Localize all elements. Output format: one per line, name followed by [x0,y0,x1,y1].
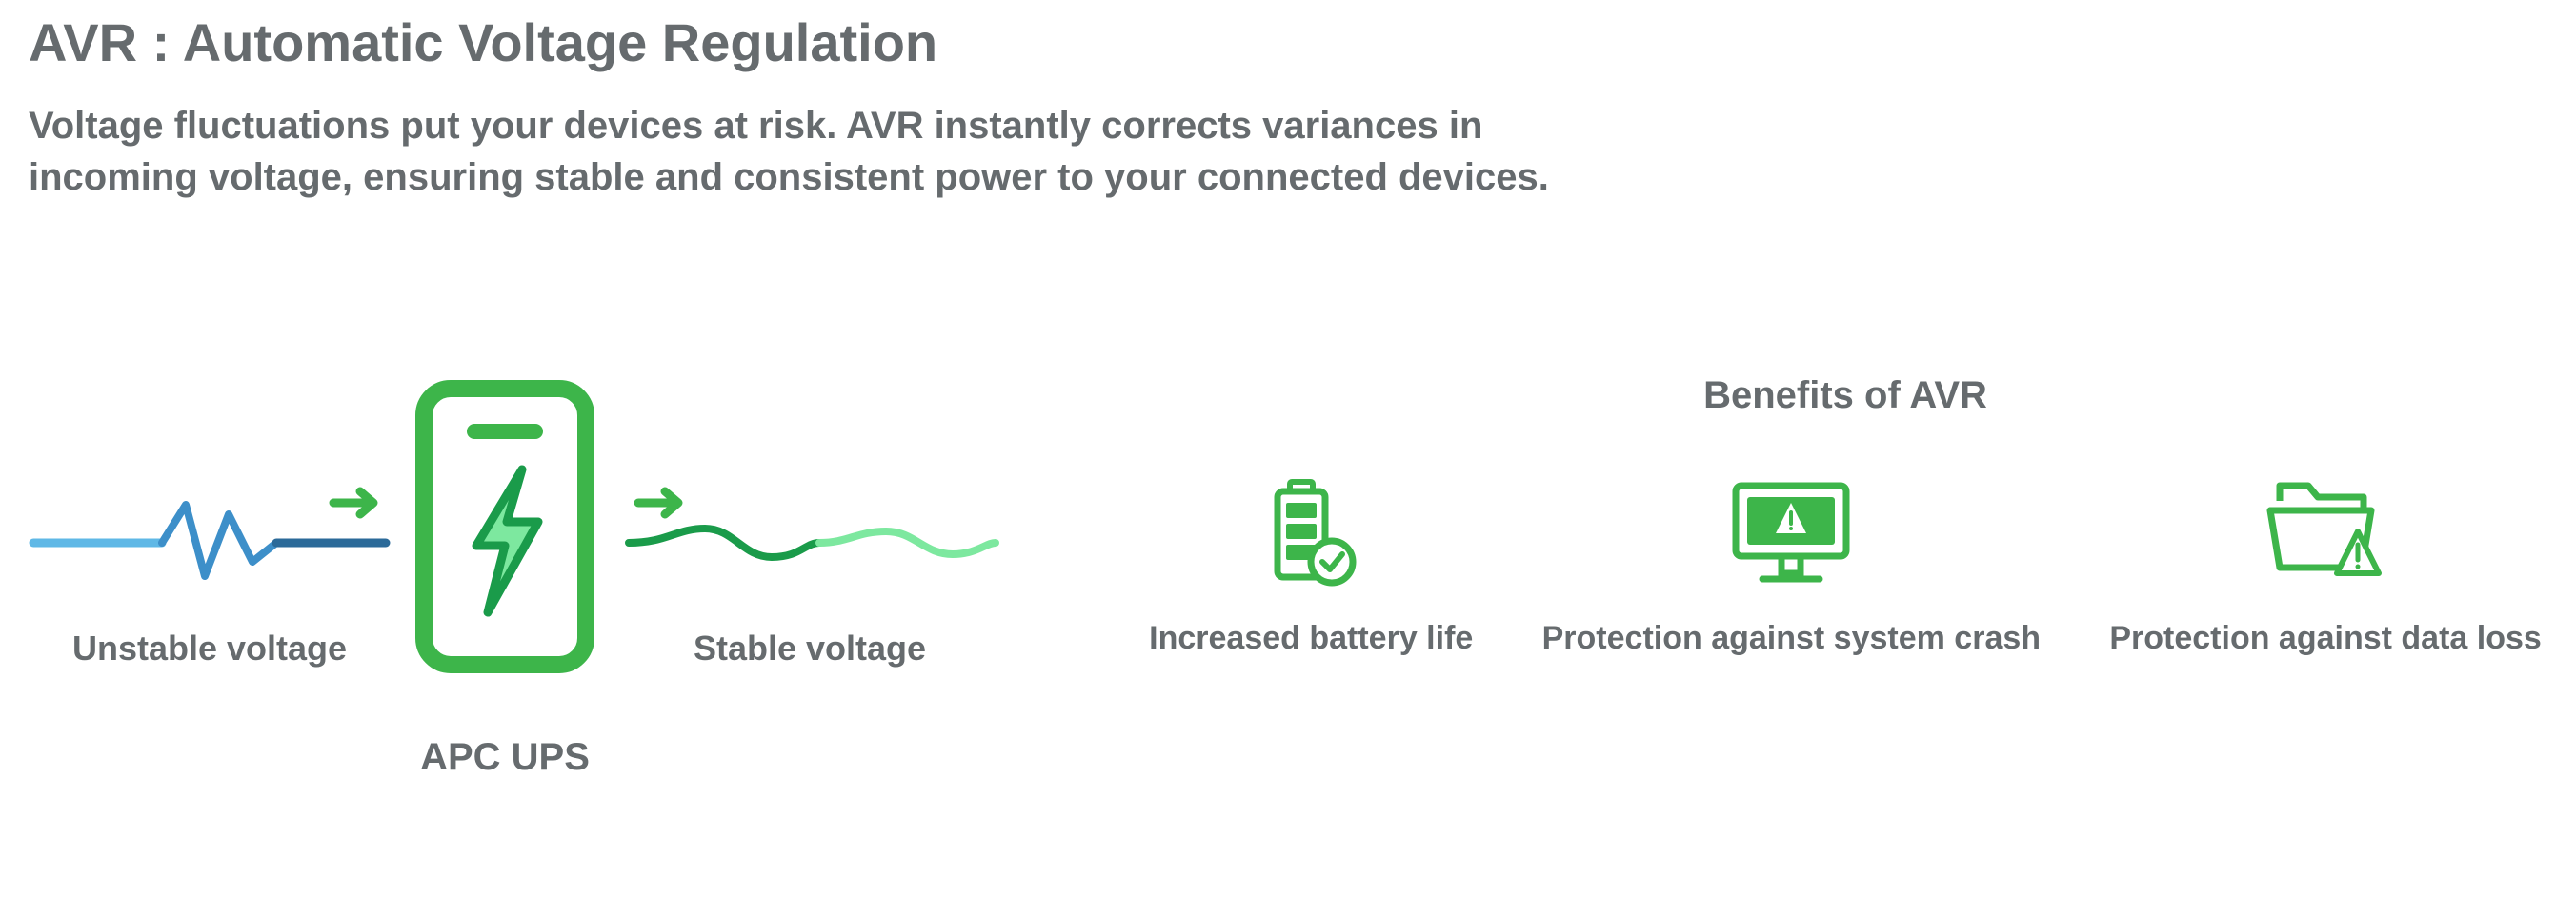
folder-warning-icon [2259,474,2392,589]
benefits-row: Increased battery life Protection agains… [1143,474,2547,659]
ups-icon [410,374,600,679]
benefits-section: Benefits of AVR Increased battery life [1143,374,2547,659]
unstable-voltage-icon [29,486,391,600]
ups-label: APC UPS [420,736,590,779]
page-subtitle: Voltage fluctuations put your devices at… [29,100,1648,203]
benefit-crash: Protection against system crash [1542,474,2041,659]
page-title: AVR : Automatic Voltage Regulation [29,11,2547,73]
monitor-warning-icon [1724,474,1858,589]
unstable-voltage-label: Unstable voltage [72,629,347,669]
stable-voltage-icon [619,486,1000,600]
battery-check-icon [1254,474,1368,589]
stable-voltage-label: Stable voltage [694,629,926,669]
content-row: Unstable voltage APC UPS Stable voltage … [29,374,2547,779]
benefit-crash-label: Protection against system crash [1542,617,2041,659]
benefits-title: Benefits of AVR [1143,374,2547,417]
benefit-data: Protection against data loss [2109,474,2541,659]
benefit-data-label: Protection against data loss [2109,617,2541,659]
ups-block: APC UPS [410,374,600,779]
benefit-battery: Increased battery life [1149,474,1473,659]
benefit-battery-label: Increased battery life [1149,617,1473,659]
unstable-voltage-block: Unstable voltage [29,486,391,669]
stable-voltage-block: Stable voltage [619,486,1000,669]
flow-diagram: Unstable voltage APC UPS Stable voltage [29,374,1000,779]
